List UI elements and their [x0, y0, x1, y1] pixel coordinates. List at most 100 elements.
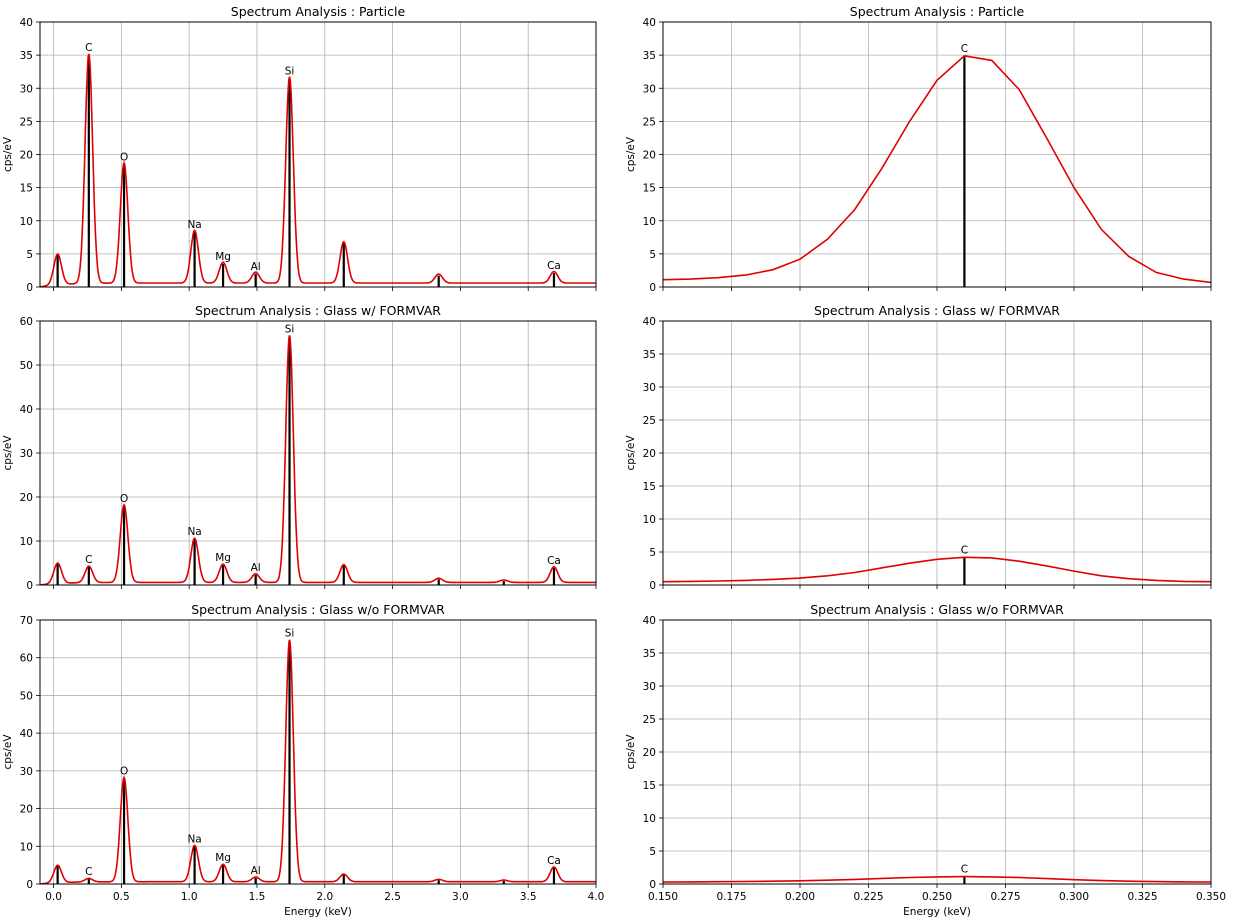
element-label: Mg — [215, 552, 231, 564]
y-tick-label: 30 — [20, 448, 33, 460]
plot-area — [663, 875, 1211, 884]
spectrum-line — [40, 335, 596, 585]
axes-frame — [662, 21, 1212, 288]
plot-area — [663, 556, 1211, 585]
y-tick-label: 30 — [643, 382, 656, 394]
spectrum-line — [40, 639, 596, 884]
y-tick-label: 35 — [20, 50, 33, 62]
x-tick-label: 0.200 — [785, 891, 815, 903]
y-tick-label: 35 — [643, 648, 656, 660]
y-tick-label: 15 — [20, 183, 33, 195]
axes-frame — [39, 21, 597, 288]
y-tick-label: 25 — [20, 116, 33, 128]
x-tick-label: 0.350 — [1196, 891, 1226, 903]
axes-frame — [39, 320, 597, 586]
element-label: Si — [285, 323, 295, 335]
x-tick-label: 0.275 — [990, 891, 1020, 903]
axes-frame — [39, 619, 597, 885]
x-tick-label: 0.150 — [648, 891, 678, 903]
chart-panel-2: 0 5 10 15 20 25 30 35 40 C Spectrum Analysis : Par… — [625, 4, 1212, 294]
y-tick-label: 60 — [20, 653, 33, 665]
y-tick-label: 20 — [643, 150, 656, 162]
y-tick-label: 40 — [643, 316, 656, 328]
y-tick-label: 10 — [20, 216, 33, 228]
y-tick-label: 25 — [643, 415, 656, 427]
y-tick-label: 15 — [643, 780, 656, 792]
y-tick-label: 30 — [20, 766, 33, 778]
axes-frame — [662, 320, 1212, 586]
element-label: Al — [251, 562, 261, 574]
y-tick-label: 15 — [643, 183, 656, 195]
y-tick-label: 10 — [643, 514, 656, 526]
axes-frame — [662, 619, 1212, 885]
spectrum-line — [40, 53, 596, 287]
chart-title: Spectrum Analysis : Glass w/ FORMVAR — [195, 303, 441, 318]
y-tick-label: 10 — [20, 841, 33, 853]
y-tick-label: 35 — [643, 50, 656, 62]
x-axis-label: Energy (keV) — [284, 906, 352, 918]
x-tick-label: 0.325 — [1127, 891, 1157, 903]
y-tick-label: 5 — [649, 846, 656, 858]
y-tick-label: 40 — [20, 728, 33, 740]
y-tick-label: 40 — [20, 404, 33, 416]
element-label: Ca — [547, 260, 561, 272]
x-tick-label: 0.250 — [922, 891, 952, 903]
y-tick-label: 20 — [20, 804, 33, 816]
chart-panel-5: 0.0 0.5 1.0 1.5 2.0 2.5 3.0 3.5 4.0 0 10 20 30 40 50 60… — [2, 602, 604, 918]
x-tick-label: 0.225 — [853, 891, 883, 903]
y-tick-label: 0 — [26, 580, 33, 592]
element-label: C — [961, 43, 968, 55]
y-tick-label: 30 — [643, 83, 656, 95]
chart-panel-3: 0 10 20 30 40 50 60 C O Na Mg Al Si Ca Spectrum Analys… — [2, 303, 597, 592]
x-tick-label: 3.0 — [452, 891, 469, 903]
x-tick-label: 0.0 — [45, 891, 62, 903]
element-label: Na — [187, 526, 201, 538]
x-tick-label: 0.175 — [716, 891, 746, 903]
x-tick-label: 2.5 — [384, 891, 401, 903]
chart-title: Spectrum Analysis : Glass w/o FORMVAR — [810, 602, 1064, 617]
y-tick-label: 40 — [643, 615, 656, 627]
spectrum-line — [663, 556, 1211, 583]
plot-area — [40, 639, 596, 884]
element-label: C — [85, 866, 92, 878]
chart-panel-4: 0 5 10 15 20 25 30 35 40 C Spectrum Analysis : Gla… — [625, 303, 1212, 592]
y-tick-label: 0 — [649, 580, 656, 592]
y-axis-label: cps/eV — [625, 136, 637, 172]
element-label: O — [120, 151, 128, 163]
y-axis-label: cps/eV — [2, 734, 14, 770]
y-tick-label: 40 — [643, 17, 656, 29]
y-tick-label: 10 — [643, 216, 656, 228]
y-tick-label: 30 — [643, 681, 656, 693]
element-label: C — [961, 544, 968, 556]
y-tick-label: 15 — [643, 481, 656, 493]
chart-title: Spectrum Analysis : Particle — [231, 4, 406, 19]
chart-title: Spectrum Analysis : Glass w/o FORMVAR — [191, 602, 445, 617]
element-label: Si — [285, 65, 295, 77]
y-axis-label: cps/eV — [625, 734, 637, 770]
y-tick-label: 20 — [20, 150, 33, 162]
spectrum-line — [663, 875, 1211, 883]
plot-area — [40, 335, 596, 585]
y-tick-label: 0 — [26, 879, 33, 891]
chart-title: Spectrum Analysis : Glass w/ FORMVAR — [814, 303, 1060, 318]
y-tick-label: 40 — [20, 17, 33, 29]
element-label: Si — [285, 628, 295, 640]
element-label: O — [120, 493, 128, 505]
y-tick-label: 30 — [20, 83, 33, 95]
y-tick-label: 0 — [26, 282, 33, 294]
element-label: C — [85, 42, 92, 54]
x-tick-label: 1.0 — [181, 891, 198, 903]
element-label: Mg — [215, 852, 231, 864]
element-label: Na — [187, 833, 201, 845]
plot-area — [40, 53, 596, 287]
element-label: Al — [251, 261, 261, 273]
chart-panel-6: 0.150 0.175 0.200 0.225 0.250 0.275 0.300 0.325… — [625, 602, 1226, 918]
x-tick-label: 0.300 — [1059, 891, 1089, 903]
x-tick-label: 1.5 — [249, 891, 266, 903]
y-tick-label: 35 — [643, 349, 656, 361]
y-axis-label: cps/eV — [2, 435, 14, 471]
x-axis-label: Energy (keV) — [903, 906, 971, 918]
x-tick-label: 2.0 — [316, 891, 333, 903]
y-tick-label: 5 — [649, 249, 656, 261]
